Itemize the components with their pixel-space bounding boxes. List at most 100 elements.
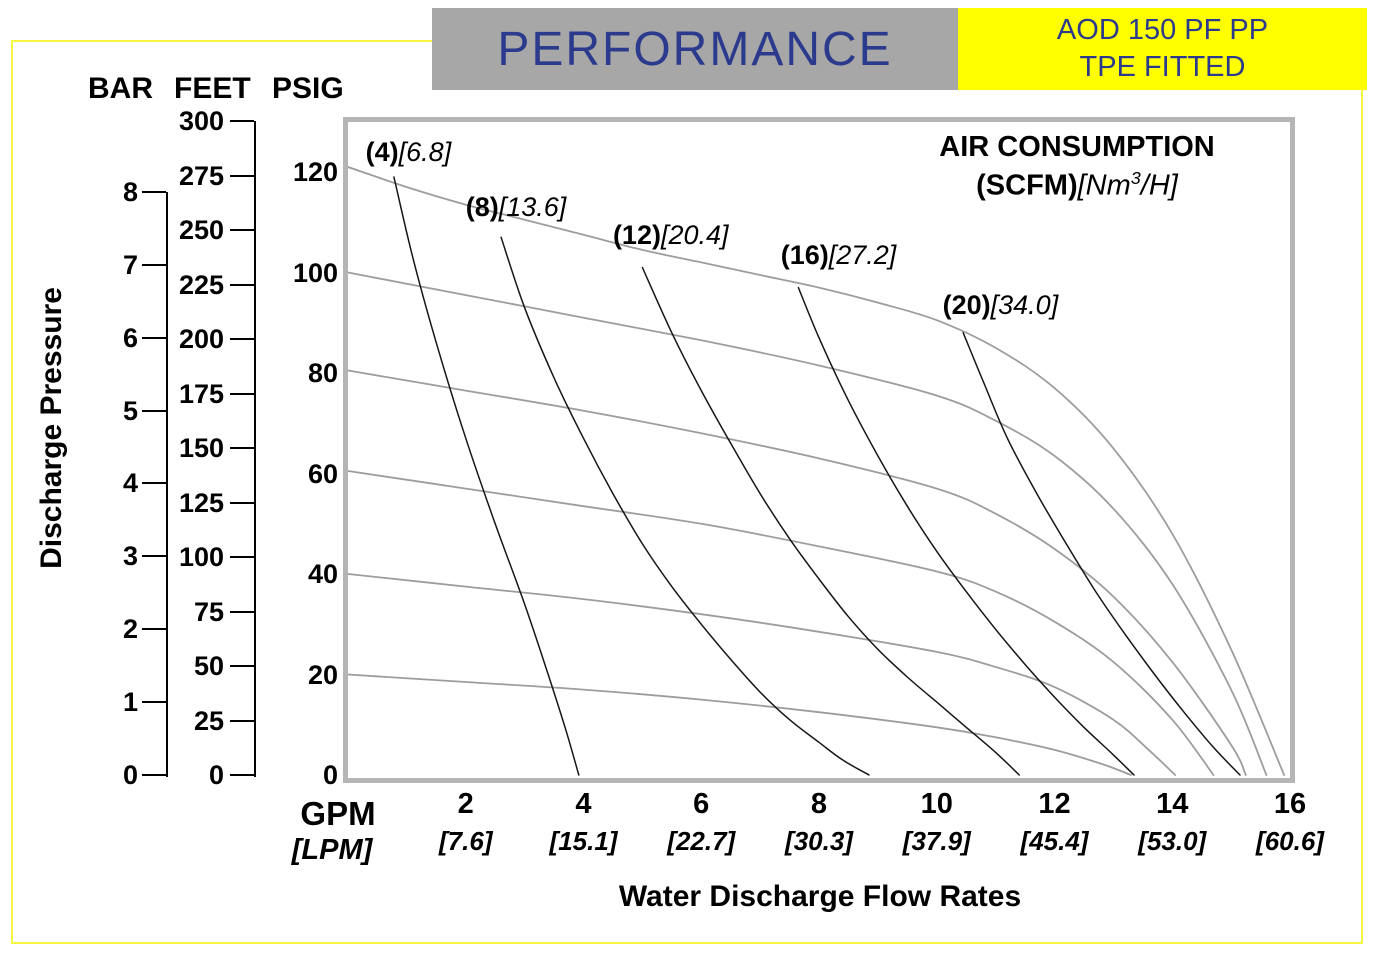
curve-label-scfm: (8) <box>465 192 499 223</box>
lpm-tick-label: [22.7] <box>667 826 736 856</box>
lpm-tick-label: [7.6] <box>439 826 493 856</box>
feet-tick-mark <box>230 229 254 232</box>
pump-curve-100psig <box>348 271 1268 776</box>
lpm-tick-label: [60.6] <box>1256 826 1324 856</box>
curve-label-air-curve-4-scfm: (4)[6.8] <box>366 137 452 167</box>
psig-tick-label: 40 <box>307 559 338 589</box>
air-consumption-title: AIR CONSUMPTION <box>939 131 1215 163</box>
bar-tick-mark <box>142 701 166 704</box>
bar-tick-label: 7 <box>122 249 138 280</box>
curve-label-nm3h: [27.2] <box>828 239 897 270</box>
feet-tick-label: 0 <box>208 760 224 790</box>
feet-tick-mark <box>230 556 254 559</box>
lpm-tick-label: [30.3] <box>785 826 853 856</box>
x-axis-title: Water Discharge Flow Rates <box>618 880 1022 913</box>
bar-tick-mark <box>142 555 166 558</box>
feet-tick-mark <box>230 392 254 395</box>
feet-scale-header: FEET <box>174 72 251 105</box>
lpm-tick-label: [45.4] <box>1020 826 1089 856</box>
gpm-tick-label: 8 <box>810 788 828 820</box>
curve-label-scfm: (20) <box>942 290 991 321</box>
curve-label-scfm: (12) <box>612 219 661 250</box>
model-name: AOD 150 PF PP <box>1056 14 1269 46</box>
feet-tick-label: 250 <box>178 215 224 246</box>
feet-tick-label: 50 <box>193 651 224 682</box>
gpm-tick-label: 16 <box>1273 788 1307 820</box>
feet-tick-mark <box>230 719 254 722</box>
air-consumption-legend: AIR CONSUMPTION (SCFM)[Nm3/H] <box>877 131 1277 203</box>
lpm-tick-label: [15.1] <box>549 826 618 856</box>
psig-tick-label: 100 <box>292 257 338 288</box>
gpm-tick-label: 12 <box>1038 788 1071 820</box>
bar-tick-label: 8 <box>122 176 138 207</box>
curve-label-air-curve-20-scfm: (20)[34.0] <box>943 290 1059 320</box>
bar-tick-label: 3 <box>122 541 138 572</box>
bar-tick-label: 6 <box>122 322 138 353</box>
curve-label-nm3h: [20.4] <box>660 219 729 250</box>
performance-title: PERFORMANCE <box>497 22 893 76</box>
pump-curve-40psig <box>348 573 1177 776</box>
feet-tick-mark <box>230 665 254 668</box>
pump-curve-80psig <box>348 369 1247 776</box>
air-curve-16-scfm <box>797 286 1135 776</box>
gpm-axis-label: GPM <box>300 795 376 832</box>
lpm-axis-label: [LPM] <box>291 834 373 866</box>
air-curve-12-scfm <box>641 266 1020 776</box>
bar-scale-header: BAR <box>88 72 153 105</box>
bar-tick-label: 0 <box>122 760 138 790</box>
air-curve-4-scfm <box>393 176 580 776</box>
feet-tick-mark <box>230 501 254 504</box>
plot-area <box>343 117 1295 783</box>
bar-tick-mark <box>142 336 166 339</box>
feet-axis-line <box>254 121 256 777</box>
pump-curve-120psig <box>348 166 1285 776</box>
model-banner: AOD 150 PF PP TPE FITTED <box>958 8 1367 90</box>
pump-curve-20psig <box>348 673 1132 776</box>
curve-label-air-curve-8-scfm: (8)[13.6] <box>466 192 567 222</box>
air-curve-8-scfm <box>500 236 870 776</box>
feet-tick-mark <box>230 338 254 341</box>
feet-tick-mark <box>230 174 254 177</box>
gpm-tick-label: 14 <box>1156 788 1189 820</box>
feet-tick-mark <box>230 120 254 123</box>
feet-tick-label: 275 <box>178 160 224 191</box>
lpm-tick-label: [37.9] <box>902 826 971 856</box>
gpm-tick-label: 4 <box>575 788 592 820</box>
bar-tick-mark <box>142 190 166 193</box>
curve-label-scfm: (4) <box>365 136 399 167</box>
bar-tick-mark <box>142 409 166 412</box>
curve-label-air-curve-12-scfm: (12)[20.4] <box>613 220 729 250</box>
air-consumption-units: (SCFM)[Nm3/H] <box>976 168 1178 202</box>
feet-tick-mark <box>230 447 254 450</box>
model-fitting: TPE FITTED <box>1079 51 1246 83</box>
bar-tick-mark <box>142 482 166 485</box>
feet-tick-label: 125 <box>178 487 224 518</box>
feet-tick-label: 150 <box>178 433 224 464</box>
psig-tick-label: 80 <box>307 358 338 388</box>
feet-tick-label: 200 <box>178 324 224 355</box>
psig-tick-label: 120 <box>292 157 338 187</box>
bar-tick-label: 1 <box>122 687 138 718</box>
air-curve-20-scfm <box>962 332 1241 776</box>
curves-canvas <box>348 166 1285 776</box>
feet-tick-mark <box>230 283 254 286</box>
bar-tick-mark <box>142 263 166 266</box>
psig-scale-header: PSIG <box>272 72 344 105</box>
bar-tick-mark <box>142 628 166 631</box>
bar-tick-label: 4 <box>122 468 138 499</box>
bar-axis-line <box>166 191 168 777</box>
feet-tick-label: 100 <box>178 542 224 573</box>
performance-banner: PERFORMANCE <box>432 8 958 90</box>
y-axis-title: Discharge Pressure <box>35 287 68 569</box>
feet-tick-mark <box>230 610 254 613</box>
feet-tick-label: 175 <box>178 378 224 409</box>
bar-tick-label: 5 <box>122 395 138 426</box>
psig-tick-label: 20 <box>307 659 338 690</box>
gpm-tick-label: 2 <box>457 788 474 820</box>
feet-tick-label: 300 <box>178 106 224 137</box>
gpm-tick-label: 6 <box>693 788 710 820</box>
feet-tick-label: 25 <box>193 705 224 736</box>
pump-curve-60psig <box>348 470 1215 776</box>
feet-tick-mark <box>230 774 254 776</box>
